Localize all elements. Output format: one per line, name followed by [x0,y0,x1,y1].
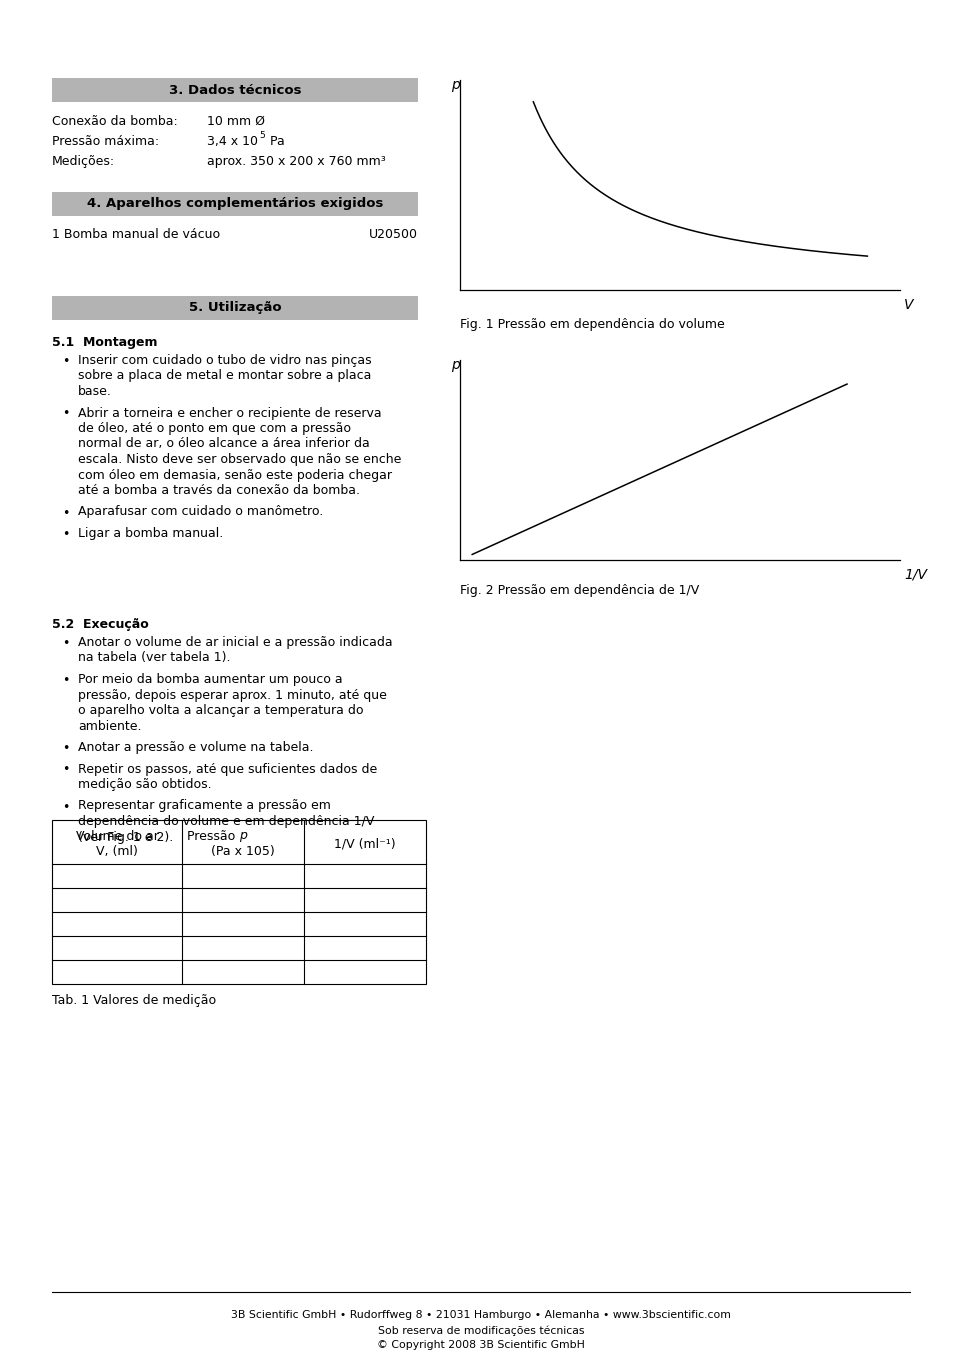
Bar [52,296,417,320]
Text: Fig. 1 Pressão em dependência do volume: Fig. 1 Pressão em dependência do volume [459,317,724,331]
Text: Pressão: Pressão [187,830,239,843]
Text: 5. Utilização: 5. Utilização [189,301,281,315]
Bar [52,192,417,216]
Text: •: • [62,355,70,367]
Text: Pa: Pa [266,135,284,149]
Text: medição são obtidos.: medição são obtidos. [78,778,212,790]
Text: na tabela (ver tabela 1).: na tabela (ver tabela 1). [78,651,231,665]
Text: (ver Fig. 1 e 2).: (ver Fig. 1 e 2). [78,831,173,843]
Text: 3B Scientific GmbH • Rudorffweg 8 • 21031 Hamburgo • Alemanha • www.3bscientific: 3B Scientific GmbH • Rudorffweg 8 • 2103… [231,1310,730,1320]
Text: V: V [903,299,913,312]
Text: aprox. 350 x 200 x 760 mm³: aprox. 350 x 200 x 760 mm³ [207,155,385,168]
Bar [52,820,426,984]
Text: •: • [62,674,70,688]
Text: 5.2  Execução: 5.2 Execução [52,617,149,631]
Text: base.: base. [78,385,112,399]
Text: Conexão da bomba:: Conexão da bomba: [52,115,177,128]
Text: 5: 5 [258,131,265,141]
Text: •: • [62,408,70,420]
Text: •: • [62,528,70,540]
Text: •: • [62,742,70,755]
Text: escala. Nisto deve ser observado que não se enche: escala. Nisto deve ser observado que não… [78,453,401,466]
Text: •: • [62,801,70,813]
Bar [52,78,417,101]
Text: sobre a placa de metal e montar sobre a placa: sobre a placa de metal e montar sobre a … [78,370,371,382]
Text: p: p [451,358,459,372]
Text: Aparafusar com cuidado o manômetro.: Aparafusar com cuidado o manômetro. [78,505,323,519]
Text: Representar graficamente a pressão em: Representar graficamente a pressão em [78,800,331,812]
Text: 5.1  Montagem: 5.1 Montagem [52,336,157,349]
Text: Ligar a bomba manual.: Ligar a bomba manual. [78,527,223,540]
Text: dependência do volume e em dependência 1/V: dependência do volume e em dependência 1… [78,815,374,828]
Text: © Copyright 2008 3B Scientific GmbH: © Copyright 2008 3B Scientific GmbH [376,1340,584,1350]
Text: Fig. 2 Pressão em dependência de 1/V: Fig. 2 Pressão em dependência de 1/V [459,584,699,597]
Text: Anotar o volume de ar inicial e a pressão indicada: Anotar o volume de ar inicial e a pressã… [78,636,393,648]
Text: Volume do ar: Volume do ar [75,830,158,843]
Text: Pressão máxima:: Pressão máxima: [52,135,159,149]
Text: Por meio da bomba aumentar um pouco a: Por meio da bomba aumentar um pouco a [78,673,342,686]
Text: 10 mm Ø: 10 mm Ø [207,115,265,128]
Text: 4. Aparelhos complementários exigidos: 4. Aparelhos complementários exigidos [87,197,383,211]
Text: Tab. 1 Valores de medição: Tab. 1 Valores de medição [52,994,216,1006]
Text: até a bomba a través da conexão da bomba.: até a bomba a través da conexão da bomba… [78,484,359,497]
Text: Anotar a pressão e volume na tabela.: Anotar a pressão e volume na tabela. [78,740,314,754]
Text: Sob reserva de modificações técnicas: Sob reserva de modificações técnicas [377,1325,583,1336]
Text: 1 Bomba manual de vácuo: 1 Bomba manual de vácuo [52,228,220,240]
Text: de óleo, até o ponto em que com a pressão: de óleo, até o ponto em que com a pressã… [78,422,351,435]
Text: (Pa x 105): (Pa x 105) [211,846,274,858]
Text: •: • [62,507,70,520]
Text: Inserir com cuidado o tubo de vidro nas pinças: Inserir com cuidado o tubo de vidro nas … [78,354,372,367]
Text: 3,4 x 10: 3,4 x 10 [207,135,257,149]
Text: U20500: U20500 [369,228,417,240]
Text: V, (ml): V, (ml) [96,846,138,858]
Text: com óleo em demasia, senão este poderia chegar: com óleo em demasia, senão este poderia … [78,469,392,481]
Text: 3. Dados técnicos: 3. Dados técnicos [169,84,301,96]
Text: 1/V (ml⁻¹): 1/V (ml⁻¹) [334,838,395,851]
Text: ambiente.: ambiente. [78,720,141,732]
Text: 1/V: 1/V [903,567,926,582]
Text: •: • [62,763,70,777]
Text: Abrir a torneira e encher o recipiente de reserva: Abrir a torneira e encher o recipiente d… [78,407,381,420]
Text: normal de ar, o óleo alcance a área inferior da: normal de ar, o óleo alcance a área infe… [78,438,370,450]
Text: Repetir os passos, até que suficientes dados de: Repetir os passos, até que suficientes d… [78,762,376,775]
Text: o aparelho volta a alcançar a temperatura do: o aparelho volta a alcançar a temperatur… [78,704,363,717]
Text: p: p [451,78,459,92]
Text: Medições:: Medições: [52,155,115,168]
Text: pressão, depois esperar aprox. 1 minuto, até que: pressão, depois esperar aprox. 1 minuto,… [78,689,387,701]
Text: p: p [239,830,247,843]
Text: •: • [62,638,70,650]
